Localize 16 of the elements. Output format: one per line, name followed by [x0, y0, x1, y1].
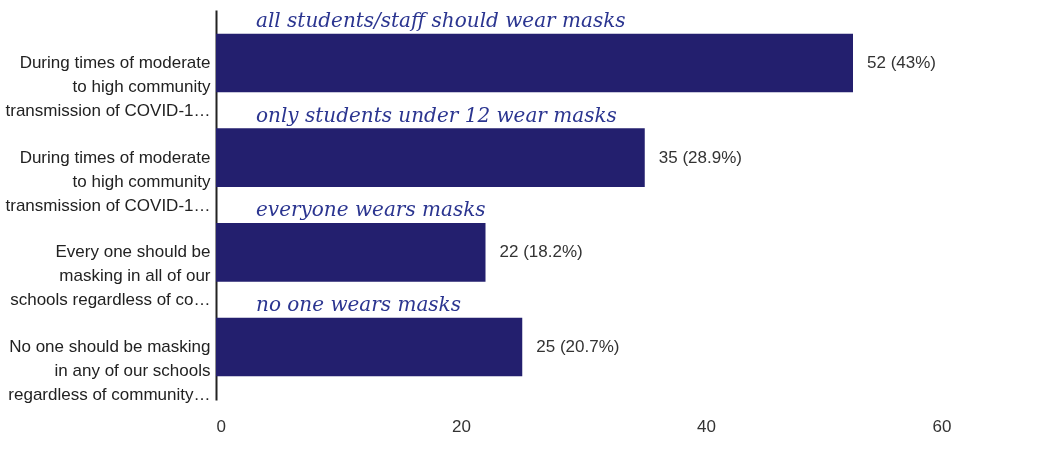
x-tick-label: 20 — [452, 416, 471, 436]
y-tick-label: No one should be masking in any of our schools regardless of community… — [8, 336, 211, 404]
y-tick-label: Every one should be masking in all of our schools regardless of co… — [10, 242, 211, 310]
text: all students/staff should wear masks — [256, 8, 626, 33]
annotation: only students under 12 wear masks — [256, 102, 617, 127]
y-tick-label: During times of moderate to high community transmission of COVID-1… — [5, 147, 211, 215]
x-tick-label: 60 — [932, 416, 952, 436]
x-tick-label: 40 — [697, 416, 716, 436]
annotation: everyone wears masks — [256, 197, 486, 222]
data-label: 25 (20.7%) — [536, 336, 620, 356]
data-label: 22 (18.2%) — [499, 242, 583, 262]
x-tick-label: 0 — [216, 416, 226, 436]
annotation: no one wears masks — [256, 291, 461, 316]
y-tick-label: During times of moderate to high community transmission of COVID-1… — [5, 53, 211, 121]
data-label: 35 (28.9%) — [658, 147, 742, 167]
data-label: 52 (43%) — [867, 53, 936, 73]
